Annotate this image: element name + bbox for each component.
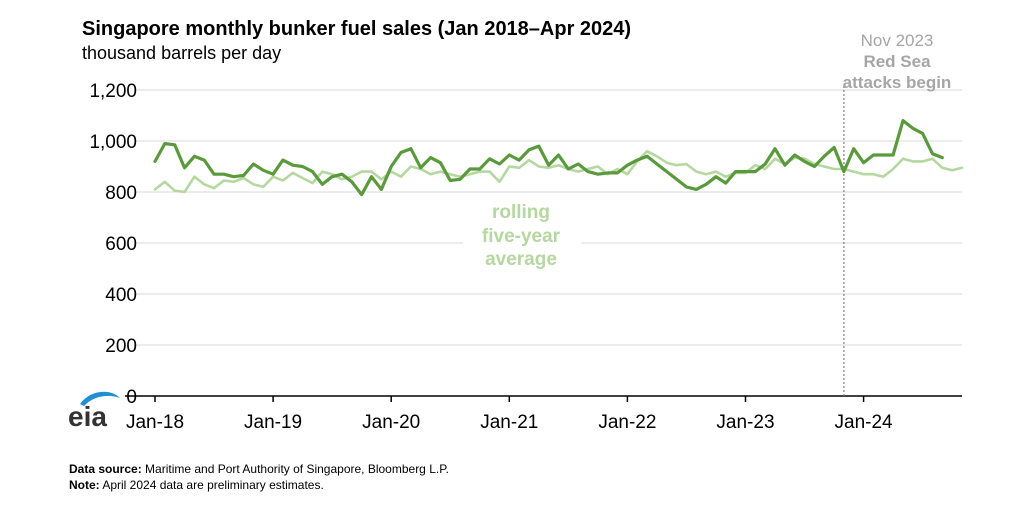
annotation-label-line1: Red Sea: [863, 52, 931, 71]
y-tick-label: 1,000: [89, 132, 137, 153]
red-sea-annotation: Nov 2023 Red Sea attacks begin: [843, 31, 952, 396]
average-label-background: [463, 198, 581, 272]
average-series-label: rolling five-year average: [463, 198, 581, 272]
annotation-label-line2: attacks begin: [843, 73, 952, 92]
note-line: Note: April 2024 data are preliminary es…: [69, 478, 324, 492]
eia-logo: eia: [68, 391, 120, 432]
annotation-date: Nov 2023: [861, 31, 934, 50]
x-axis-ticks: Jan-18 Jan-19 Jan-20 Jan-21 Jan-22 Jan-23 Jan-…: [126, 396, 893, 433]
x-tick-label: Jan-20: [362, 412, 420, 433]
chart-title: Singapore monthly bunker fuel sales (Jan…: [82, 18, 632, 40]
monthly-sales-line: [153, 118, 944, 197]
x-tick-label: Jan-22: [598, 412, 656, 433]
data-source-line: Data source: Maritime and Port Authority…: [69, 462, 449, 476]
note-text: April 2024 data are preliminary estimate…: [102, 478, 324, 492]
average-label-line3: average: [485, 249, 557, 270]
series-lines: [153, 118, 964, 197]
eia-logo-text: eia: [68, 401, 107, 432]
x-tick-label: Jan-18: [126, 412, 184, 433]
five-year-average-line: [153, 149, 964, 194]
y-tick-label: 600: [105, 234, 137, 255]
y-axis-ticks: 0 200 400 600 800 1,000 1,200: [89, 81, 137, 408]
eia-logo-swoosh: [80, 391, 120, 406]
x-tick-label: Jan-23: [716, 412, 774, 433]
data-source-label: Data source:: [69, 462, 142, 476]
x-tick-label: Jan-24: [835, 412, 894, 433]
x-tick-label: Jan-21: [480, 412, 538, 433]
average-label-line2: five-year: [482, 226, 561, 247]
y-gridlines: [135, 89, 962, 346]
y-tick-label: 200: [105, 336, 137, 357]
x-tick-label: Jan-19: [244, 412, 302, 433]
y-tick-label: 800: [105, 183, 137, 204]
chart-subtitle: thousand barrels per day: [82, 43, 282, 63]
data-source-text: Maritime and Port Authority of Singapore…: [145, 462, 449, 476]
y-tick-label: 1,200: [89, 81, 137, 102]
y-tick-label: 0: [126, 387, 137, 408]
note-label: Note:: [69, 478, 100, 492]
average-label-line1: rolling: [492, 202, 550, 223]
y-tick-label: 400: [105, 285, 137, 306]
